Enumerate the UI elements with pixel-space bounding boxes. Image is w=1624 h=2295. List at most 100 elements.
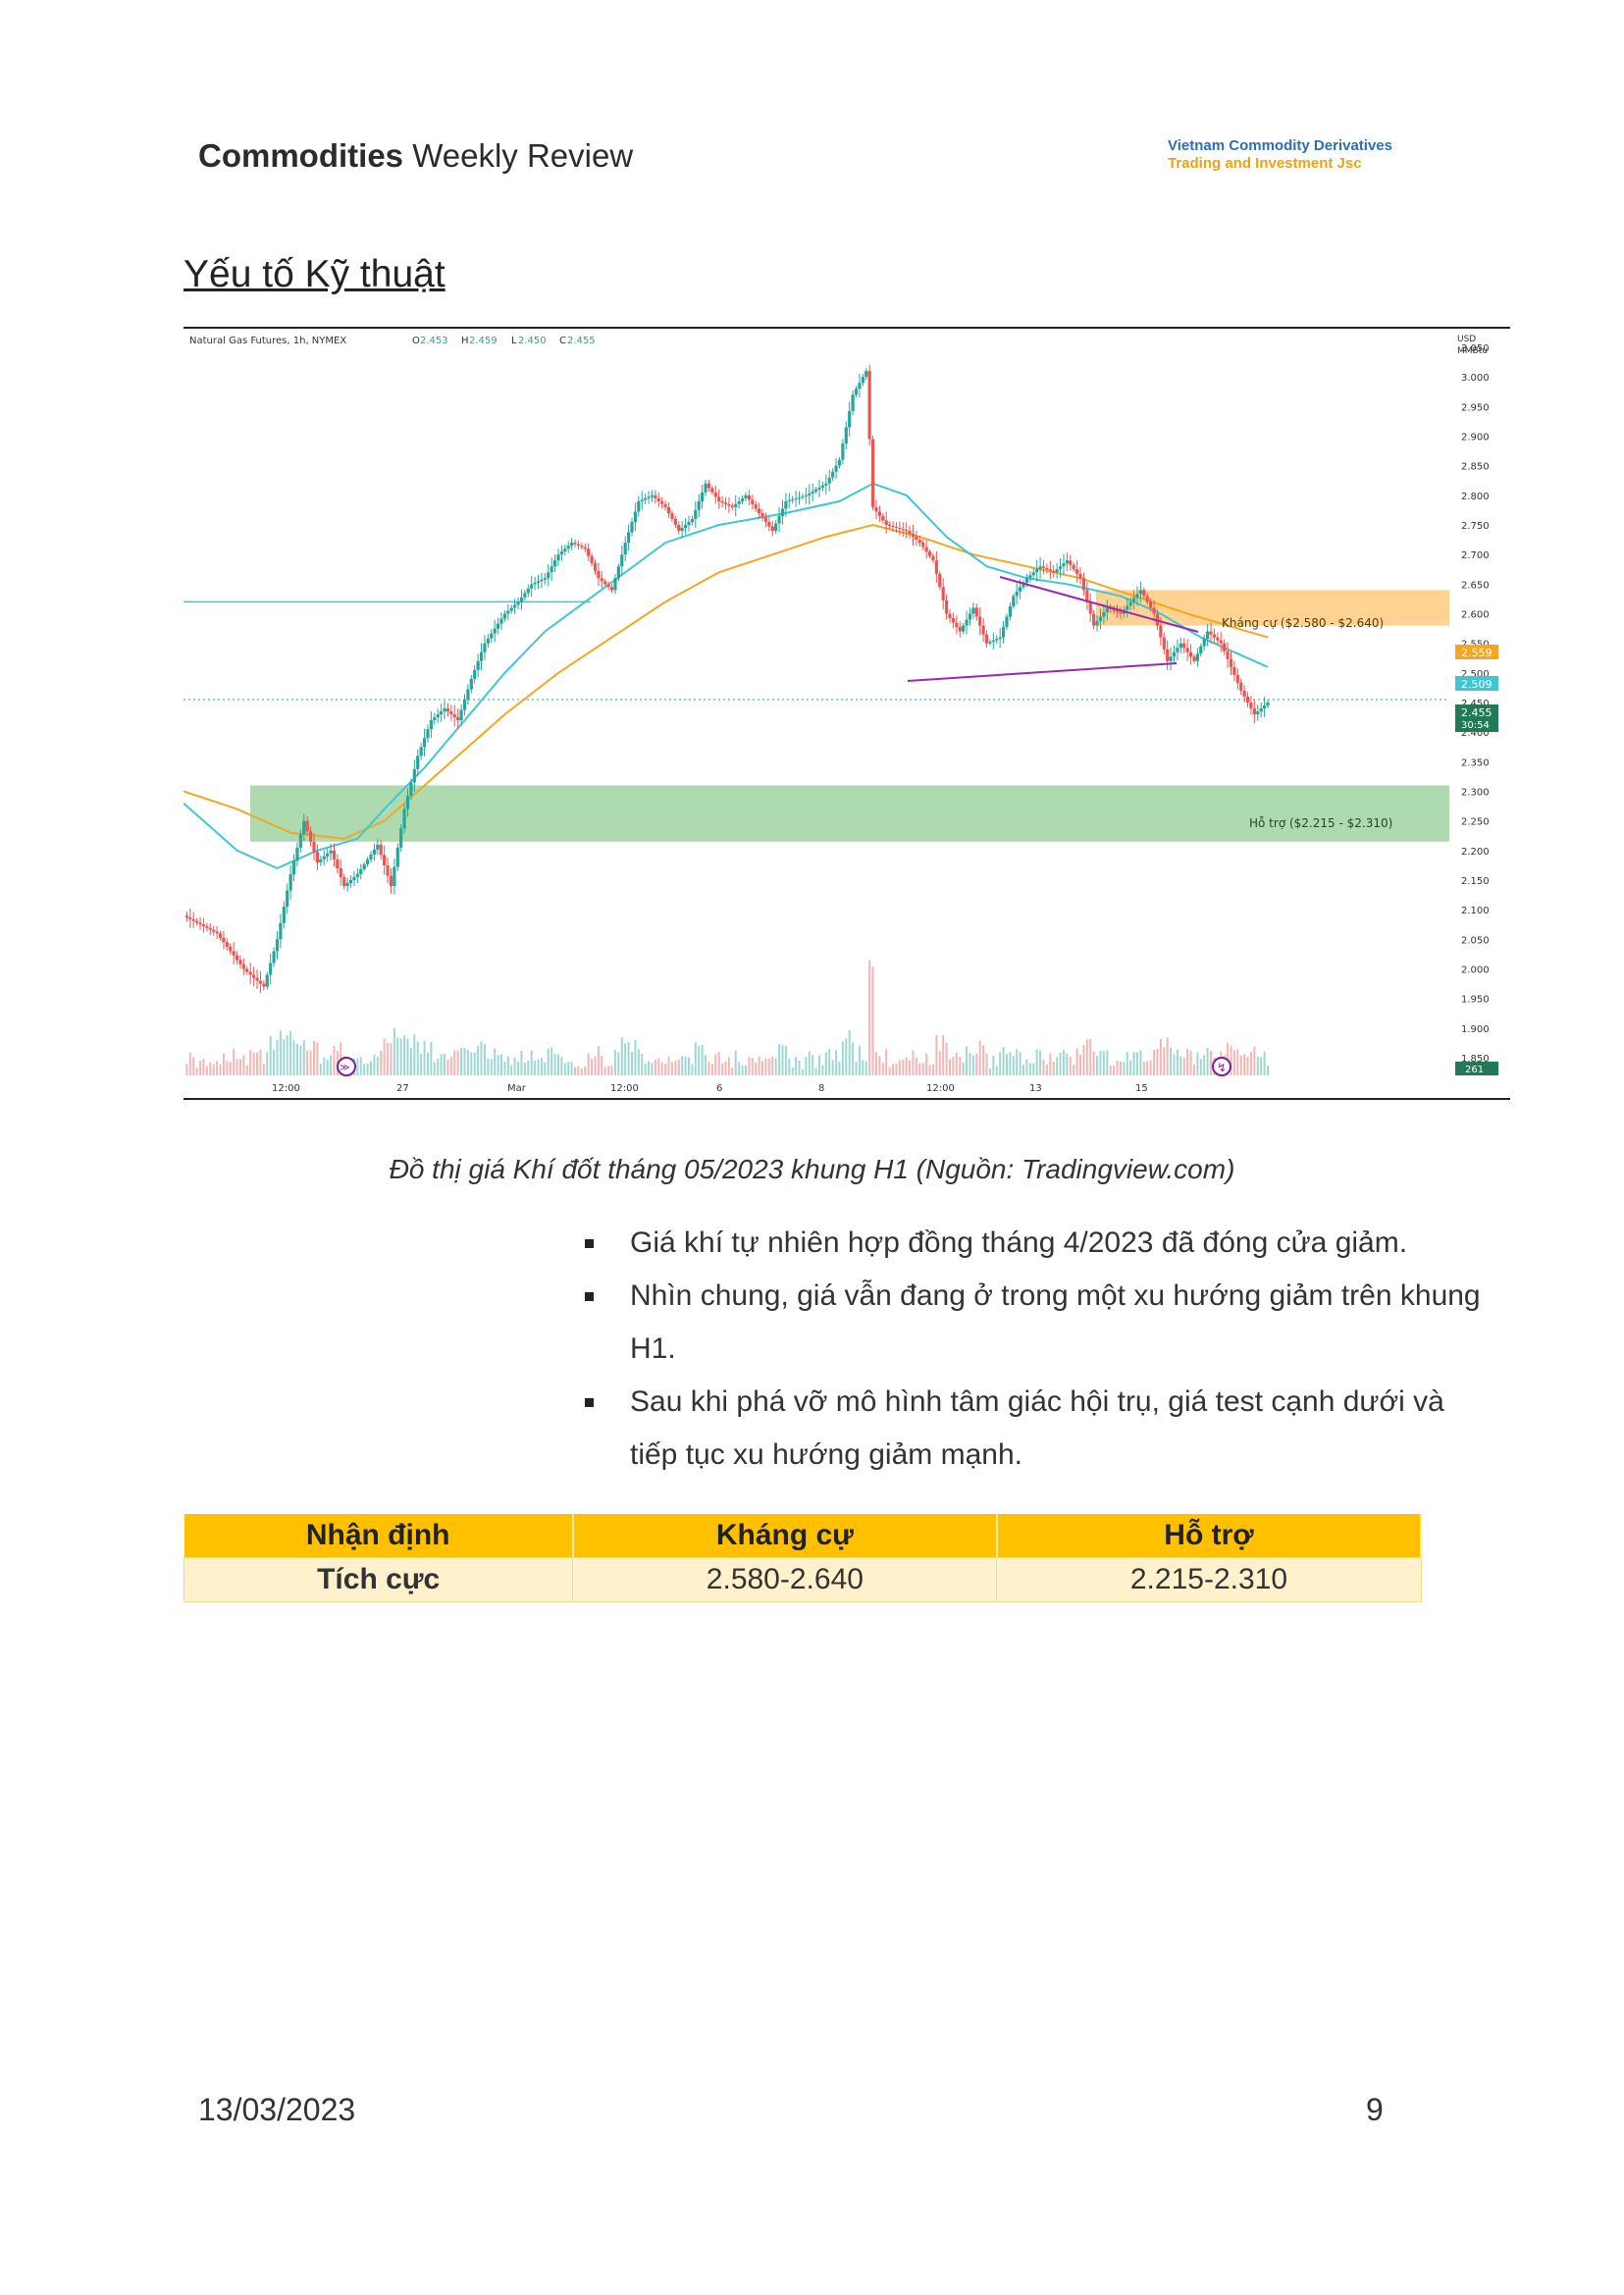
svg-text:2.509: 2.509 [1461,678,1493,691]
candle [623,536,627,561]
candle [841,439,845,465]
volume-bar [333,1046,336,1075]
volume-bar [523,1063,526,1075]
volume-bar [1199,1059,1202,1075]
volume-bar [1246,1057,1249,1075]
volume-bar [771,1057,774,1075]
table-cell-assessment: Tích cực [183,1557,574,1602]
volume-bar [1129,1060,1132,1075]
candle [1005,613,1009,631]
candle [751,495,755,510]
candle [1008,601,1012,621]
candle [647,491,651,504]
volume-bar [229,1062,232,1075]
triangle-upper-line [999,576,1199,633]
company-line-1: Vietnam Commodity Derivatives [1168,137,1392,154]
candle [462,694,467,716]
candle [405,788,410,817]
y-tick-label: 2.250 [1461,817,1490,828]
volume-bar [664,1064,667,1075]
volume-bar [497,1055,499,1075]
candle [740,495,745,504]
session-icon[interactable]: ≫ [337,1057,356,1076]
candle [201,917,206,933]
ohlc-close: 2.455 [567,336,596,346]
candle [915,530,918,547]
volume-bar [670,1062,673,1075]
candle [854,386,859,398]
candle [523,590,527,601]
volume-bar [1109,1065,1112,1075]
y-tick-label: 2.950 [1461,402,1490,413]
candle [445,703,450,717]
volume-bar [1192,1064,1195,1075]
candle [744,492,748,501]
volume-bar [613,1050,616,1075]
bullet-list: Giá khí tự nhiên hợp đồng tháng 4/2023 đ… [581,1217,1484,1482]
candle [547,564,550,587]
candle [436,708,440,723]
volume-bar [701,1045,704,1075]
y-tick-label: 2.000 [1461,965,1490,976]
volume-bar [473,1052,476,1075]
volume-bar [527,1060,530,1075]
page-number: 9 [1366,2092,1384,2127]
candle [998,628,1002,649]
candle [580,543,584,550]
volume-bar [550,1047,553,1075]
volume-bar [1002,1046,1005,1075]
candle [1098,608,1103,630]
candle [777,506,781,533]
candle [1081,572,1086,597]
volume-bar [236,1059,238,1075]
volume-bar [660,1062,663,1075]
candle [804,488,808,504]
candle [787,493,791,509]
candle [1242,685,1246,703]
volume-bar [862,1060,864,1075]
volume-bar [289,1030,292,1075]
candle [888,521,892,530]
volume-bar [791,1067,794,1075]
volume-bar [1042,1059,1045,1075]
volume-bar [1126,1052,1128,1075]
candle [1069,554,1073,571]
candle [858,374,862,398]
volume-bar [1049,1053,1052,1075]
volume-bar [1263,1051,1266,1075]
volume-bar [627,1042,630,1075]
volume-bar [1005,1054,1008,1075]
volume-bar [1267,1066,1269,1075]
volume-bar [1203,1055,1206,1075]
volume-bar [921,1063,924,1075]
volume-bar [881,1063,884,1075]
volume-bar [256,1052,259,1075]
candle [1022,580,1025,590]
volume-bar [477,1045,480,1075]
candle [1062,553,1066,576]
candle [1138,581,1143,603]
candle [402,804,406,834]
candle [238,955,242,969]
candle [911,524,916,547]
candle [991,632,995,651]
volume-bar [641,1053,644,1075]
candle [1115,604,1120,618]
volume-bar [437,1059,440,1075]
flash-icon[interactable]: ↯ [1212,1057,1231,1076]
candle [1028,571,1032,583]
volume-bar [212,1064,215,1075]
candle [951,612,956,629]
footer-date: 13/03/2023 [198,2092,356,2127]
candle [968,607,972,626]
volume-bar [781,1044,784,1075]
candle [563,545,567,556]
candle [365,857,370,867]
volume-bar [607,1066,610,1075]
candle [1102,604,1106,625]
volume-bar [631,1051,634,1075]
volume-bar [420,1053,423,1075]
candle [348,875,353,888]
candle [245,965,249,975]
volume-bar [273,1049,276,1075]
